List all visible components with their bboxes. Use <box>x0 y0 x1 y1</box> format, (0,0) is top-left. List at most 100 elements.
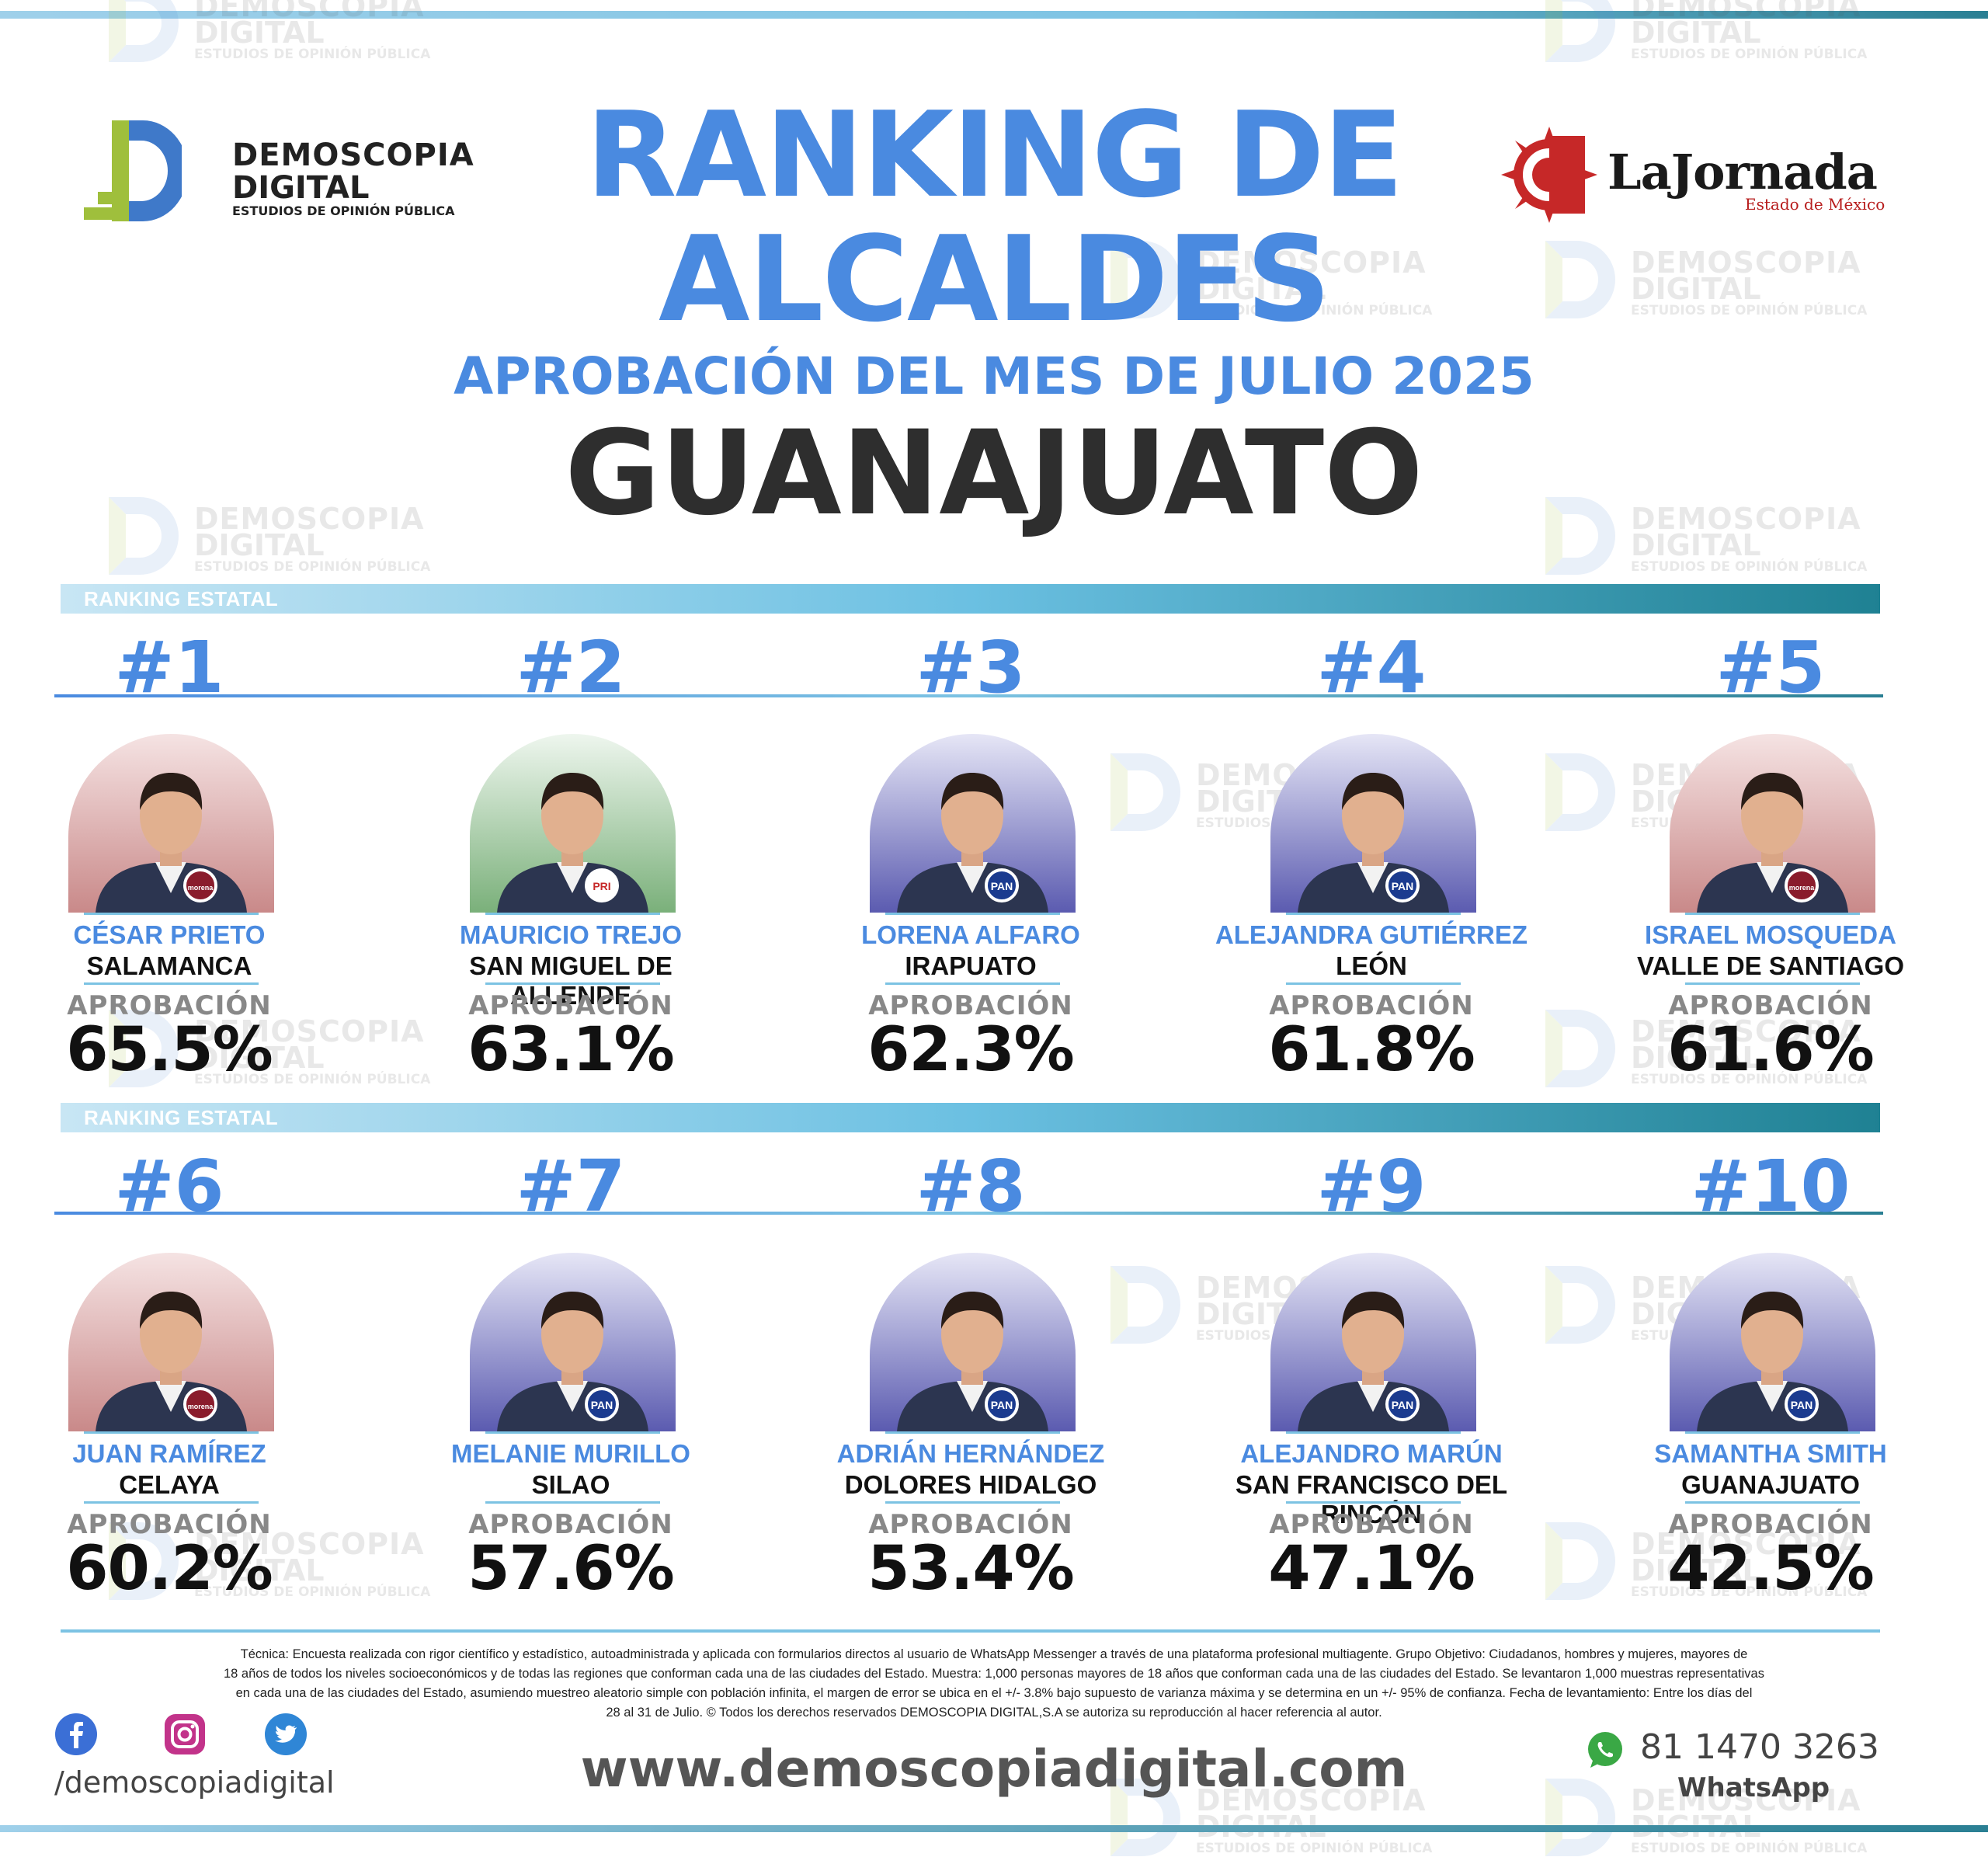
approval-label: APROBACIÓN <box>468 1509 673 1540</box>
approval-label: APROBACIÓN <box>1668 990 1873 1021</box>
rank-number: #6 <box>114 1145 224 1228</box>
watermark-text: DIGITAL <box>1631 16 1761 50</box>
watermark-text: ESTUDIOS DE OPINIÓN PÚBLICA <box>1631 1841 1868 1856</box>
candidate-municipality: DOLORES HIDALGO <box>844 1470 1097 1499</box>
svg-text:PAN: PAN <box>991 1399 1013 1411</box>
approval-label: APROBACIÓN <box>67 1509 272 1540</box>
watermark-d-icon <box>1545 241 1615 318</box>
approval-label: APROBACIÓN <box>1668 1509 1873 1540</box>
demoscopia-tagline: ESTUDIOS DE OPINIÓN PÚBLICA <box>232 203 455 218</box>
ranking-card: #9 PAN ALEJANDRO MARÚN SAN FRANCISCO DEL RI… <box>1236 1145 1507 1602</box>
candidate-name: SAMANTHA SMITH <box>1654 1439 1887 1468</box>
social-links: /demoscopiadigital <box>54 1713 381 1806</box>
phone-number[interactable]: 81 1470 3263 <box>1640 1727 1879 1767</box>
approval-value: 47.1% <box>1268 1534 1475 1604</box>
photo-underline <box>885 913 1060 915</box>
candidate-photo: PAN <box>1270 1253 1476 1431</box>
portrait-icon: morena <box>68 1253 274 1431</box>
municipality-underline <box>485 982 660 985</box>
photo-underline <box>84 1431 259 1434</box>
ranking-card: #6 morena JUAN RAMÍREZ CELAYA APROBACIÓN 60.2… <box>53 1145 286 1601</box>
rank-number: #1 <box>114 626 224 709</box>
ranking-card: #2 PRI MAURICIO TREJO SAN MIGUEL DE ALLENDE… <box>454 626 687 1083</box>
page-title-line2: ALCALDES <box>658 210 1331 348</box>
facebook-icon[interactable] <box>54 1713 98 1756</box>
portrait-icon: morena <box>1670 734 1875 913</box>
rank-number: #4 <box>1316 626 1427 709</box>
candidate-photo: morena <box>68 734 274 913</box>
approval-value: 42.5% <box>1667 1534 1875 1604</box>
candidate-municipality: SAN MIGUEL DE ALLENDE <box>469 951 673 1010</box>
twitter-icon[interactable] <box>264 1713 308 1756</box>
watermark-d-icon <box>109 497 179 575</box>
rank-number: #2 <box>516 626 626 709</box>
approval-value: 63.1% <box>467 1015 675 1085</box>
candidate-photo: PAN <box>1270 734 1476 913</box>
portrait-icon: PAN <box>1270 734 1476 913</box>
candidate-name: ALEJANDRO MARÚN <box>1240 1439 1503 1468</box>
candidate-photo: PAN <box>870 1253 1076 1431</box>
methodology-line: en cada una de las ciudades del Estado, … <box>235 1686 1753 1700</box>
candidate-municipality: GUANAJUATO <box>1681 1470 1860 1499</box>
candidate-name: JUAN RAMÍREZ <box>72 1439 266 1468</box>
approval-label: APROBACIÓN <box>1269 1509 1474 1540</box>
municipality-underline <box>885 982 1060 985</box>
municipality-underline <box>885 1501 1060 1504</box>
watermark-d-icon <box>1110 1266 1180 1344</box>
svg-text:PAN: PAN <box>1392 1399 1414 1411</box>
ranking-card: #10 PAN SAMANTHA SMITH GUANAJUATO APROBACIÓN… <box>1654 1148 1887 1602</box>
watermark-text: DIGITAL <box>1631 272 1761 306</box>
candidate-name: ISRAEL MOSQUEDA <box>1645 920 1896 949</box>
rank-number: #5 <box>1715 626 1826 709</box>
approval-value: 65.5% <box>66 1015 273 1085</box>
watermark-d-icon <box>1110 753 1180 831</box>
municipality-underline <box>1685 1501 1860 1504</box>
photo-underline <box>1685 913 1860 915</box>
whatsapp-contact: 81 1470 3263 WhatsApp <box>1569 1724 1895 1810</box>
approval-label: APROBACIÓN <box>67 990 272 1021</box>
candidate-name: ALEJANDRA GUTIÉRREZ <box>1215 920 1528 949</box>
ranking-card: #3 PAN LORENA ALFARO IRAPUATO APROBACIÓN 62.3… <box>854 629 1087 1083</box>
top-accent-bar <box>0 11 1988 19</box>
municipality-underline <box>84 1501 259 1504</box>
methodology-line: Técnica: Encuesta realizada con rigor ci… <box>240 1647 1748 1661</box>
instagram-icon[interactable] <box>163 1713 207 1756</box>
rank-number: #7 <box>516 1145 626 1228</box>
svg-text:PAN: PAN <box>1791 1399 1813 1411</box>
portrait-icon: PAN <box>1270 1253 1476 1431</box>
demoscopia-d-icon <box>84 120 182 221</box>
website-link[interactable]: www.demoscopiadigital.com <box>580 1739 1408 1799</box>
watermark-text: DEMOSCOPIA <box>1631 502 1861 536</box>
methodology-line: 28 al 31 de Julio. © Todos los derechos … <box>606 1706 1382 1720</box>
page-subtitle: APROBACIÓN DEL MES DE JULIO 2025 <box>454 346 1534 406</box>
candidate-name: MELANIE MURILLO <box>451 1439 690 1468</box>
portrait-icon: PAN <box>1670 1253 1875 1431</box>
watermark-text: ESTUDIOS DE OPINIÓN PÚBLICA <box>1631 47 1868 62</box>
watermark-text: ESTUDIOS DE OPINIÓN PÚBLICA <box>1196 1841 1433 1856</box>
watermark-text: DIGITAL <box>1631 528 1761 562</box>
watermark-d-icon <box>1545 753 1615 831</box>
social-handle[interactable]: /demoscopiadigital <box>54 1765 335 1800</box>
candidate-name: CÉSAR PRIETO <box>73 920 266 949</box>
la-jornada-logo: LaJornada Estado de México <box>1495 120 1899 237</box>
portrait-icon: PRI <box>470 734 676 913</box>
candidate-name: LORENA ALFARO <box>861 920 1080 949</box>
candidate-photo: morena <box>68 1253 274 1431</box>
footer-divider <box>61 1629 1880 1633</box>
photo-underline <box>1286 1431 1461 1434</box>
rank-number: #9 <box>1316 1145 1427 1228</box>
section-band-2: RANKING ESTATAL <box>61 1103 1880 1132</box>
watermark-text: DIGITAL <box>194 528 325 562</box>
section-label: RANKING ESTATAL <box>84 587 279 610</box>
municipality-underline <box>84 982 259 985</box>
svg-text:morena: morena <box>188 884 214 892</box>
svg-text:PAN: PAN <box>991 880 1013 892</box>
svg-text:PAN: PAN <box>591 1399 613 1411</box>
candidate-photo: morena <box>1670 734 1875 913</box>
la-jornada-name: LaJornada <box>1607 144 1878 200</box>
candidate-municipality: SALAMANCA <box>86 951 252 980</box>
portrait-icon: PAN <box>470 1253 676 1431</box>
candidate-name: ADRIÁN HERNÁNDEZ <box>836 1439 1105 1468</box>
approval-value: 61.6% <box>1667 1015 1875 1085</box>
